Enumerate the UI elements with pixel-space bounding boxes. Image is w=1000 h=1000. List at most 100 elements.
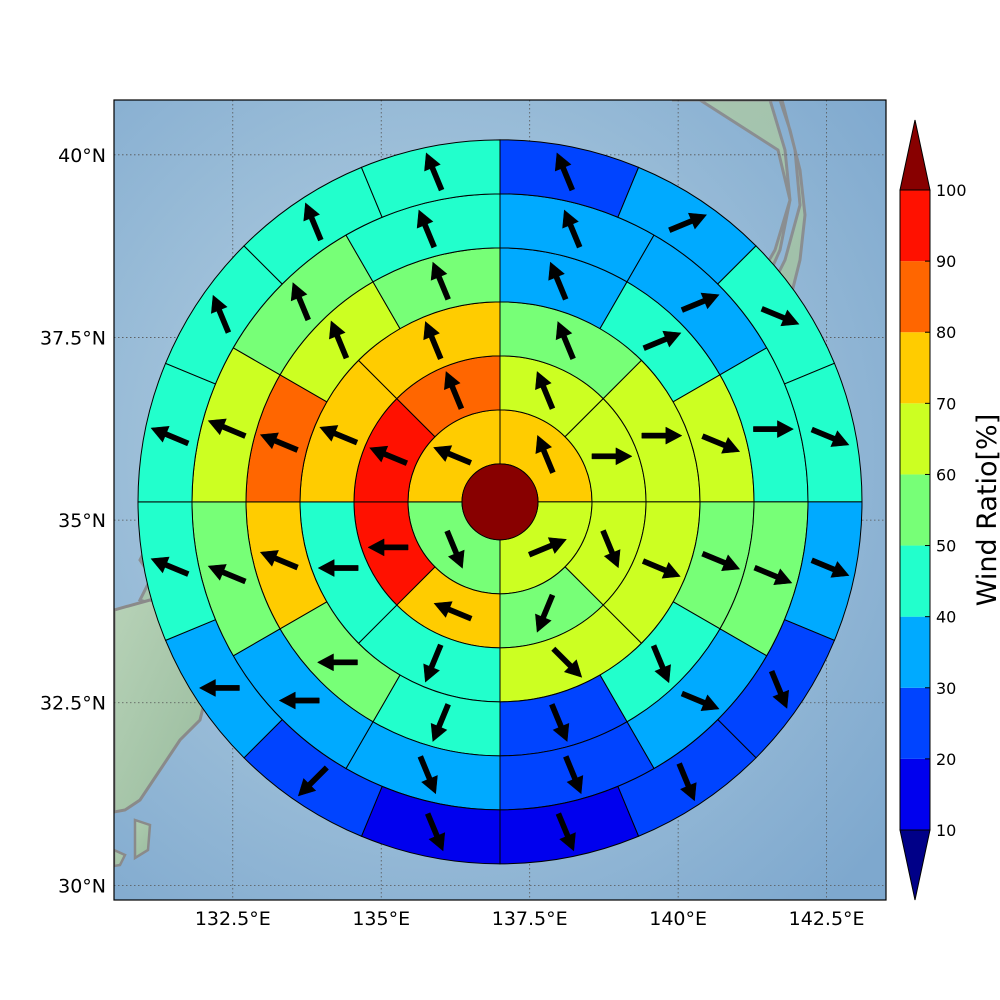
colorbar-tick-label: 60	[936, 465, 956, 484]
lon-tick-label: 132.5°E	[195, 908, 271, 930]
wind-arrow	[642, 330, 682, 351]
colorbar-segment	[900, 332, 930, 404]
wind-arrow	[701, 550, 741, 572]
colorbar-tick-label: 40	[936, 608, 956, 627]
colorbar-segment	[900, 545, 930, 617]
colorbar-tick-label: 50	[936, 537, 956, 556]
wind-arrow	[430, 261, 451, 301]
lon-tick-label: 137.5°E	[492, 908, 568, 930]
colorbar-tick-label: 70	[936, 394, 956, 413]
wind-arrow	[211, 294, 232, 334]
wind-arrow	[150, 426, 190, 447]
wind-ratio-sector	[360, 139, 501, 218]
colorbar-tick-label: 80	[936, 323, 956, 342]
colorbar-outline	[899, 189, 931, 831]
lat-tick-label: 32.5°N	[40, 693, 106, 715]
wind-arrow	[668, 212, 707, 233]
wind-arrow	[528, 537, 567, 558]
wind-arrow	[551, 646, 583, 678]
wind-arrow	[259, 432, 299, 453]
colorbar-tick-label: 10	[936, 821, 956, 840]
wind-arrow	[680, 292, 720, 313]
wind-ratio-sector-rose	[137, 139, 863, 865]
wind-arrow	[367, 538, 409, 557]
wind-arrow	[810, 557, 850, 578]
wind-arrow	[424, 152, 445, 192]
colorbar-over-extension	[899, 119, 931, 191]
map-border	[113, 99, 887, 901]
wind-arrow	[198, 679, 240, 697]
wind-arrow	[555, 812, 576, 852]
wind-arrow	[701, 433, 741, 454]
colorbar-segment	[900, 403, 930, 475]
colorbar-segment	[900, 687, 930, 759]
center-cell	[461, 463, 539, 541]
wind-arrow	[317, 559, 359, 577]
wind-arrow	[641, 426, 683, 445]
wind-arrow	[676, 762, 697, 802]
wind-arrow	[369, 445, 409, 466]
wind-arrow	[303, 202, 324, 242]
wind-arrow	[425, 812, 446, 852]
lat-tick-label: 40°N	[58, 145, 106, 167]
lat-tick-label: 37.5°N	[40, 327, 106, 349]
wind-arrow	[535, 593, 556, 633]
wind-arrow	[433, 601, 473, 622]
colorbar-segment	[900, 261, 930, 333]
colorbar: 10 20 30 40 50 60 70 80 90 100	[899, 119, 967, 901]
wind-arrow	[810, 426, 850, 447]
wind-arrow	[753, 564, 793, 585]
colorbar-tick-label: 20	[936, 750, 956, 769]
wind-arrow	[562, 209, 583, 249]
lon-tick-label: 142.5°E	[789, 908, 865, 930]
map-panel	[113, 99, 887, 901]
wind-arrow	[600, 529, 621, 569]
colorbar-segment	[900, 474, 930, 546]
wind-arrow	[591, 447, 633, 466]
wind-arrow	[430, 703, 451, 742]
longitude-tick-labels: 132.5°E 135°E 137.5°E 140°E 142.5°E	[195, 908, 865, 930]
wind-arrow	[207, 418, 247, 439]
lat-tick-label: 30°N	[58, 875, 106, 897]
wind-arrow	[548, 261, 569, 301]
wind-arrow	[753, 420, 794, 439]
lon-tick-label: 135°E	[352, 908, 410, 930]
lat-tick-label: 35°N	[58, 510, 106, 532]
wind-arrow	[650, 644, 671, 684]
lon-tick-label: 140°E	[649, 908, 707, 930]
colorbar-segment	[900, 190, 930, 262]
colorbar-segment	[900, 758, 930, 830]
wind-arrow	[555, 321, 576, 360]
wind-arrow	[150, 556, 190, 577]
colorbar-under-extension	[899, 829, 931, 901]
wind-arrow	[444, 529, 465, 569]
wind-arrow	[444, 371, 465, 410]
wind-arrow	[554, 152, 575, 192]
wind-arrow	[319, 425, 359, 446]
colorbar-segment	[900, 616, 930, 688]
wind-arrow	[278, 691, 320, 710]
wind-arrow	[297, 765, 329, 797]
wind-arrow	[329, 320, 350, 360]
wind-arrow	[433, 445, 472, 466]
wind-arrow	[563, 755, 584, 795]
colorbar-label: Wind Ratio[%]	[972, 414, 1000, 606]
wind-arrow	[641, 558, 681, 579]
colorbar-tick-label: 90	[936, 252, 956, 271]
colorbar-tick-label: 30	[936, 679, 956, 698]
wind-arrow	[760, 306, 800, 327]
wind-arrow	[423, 643, 444, 683]
wind-arrow	[417, 755, 438, 795]
wind-arrow	[768, 669, 789, 709]
wind-direction-arrows	[150, 152, 850, 852]
wind-arrow	[535, 435, 556, 474]
wind-arrow	[549, 703, 570, 742]
wind-arrow	[680, 690, 720, 711]
wind-arrow	[416, 209, 437, 249]
colorbar-tick-label: 100	[936, 181, 967, 200]
land-islands	[114, 818, 152, 868]
wind-arrow	[259, 550, 299, 571]
wind-arrow	[207, 564, 247, 585]
latitude-tick-labels: 40°N 37.5°N 35°N 32.5°N 30°N	[40, 145, 106, 898]
